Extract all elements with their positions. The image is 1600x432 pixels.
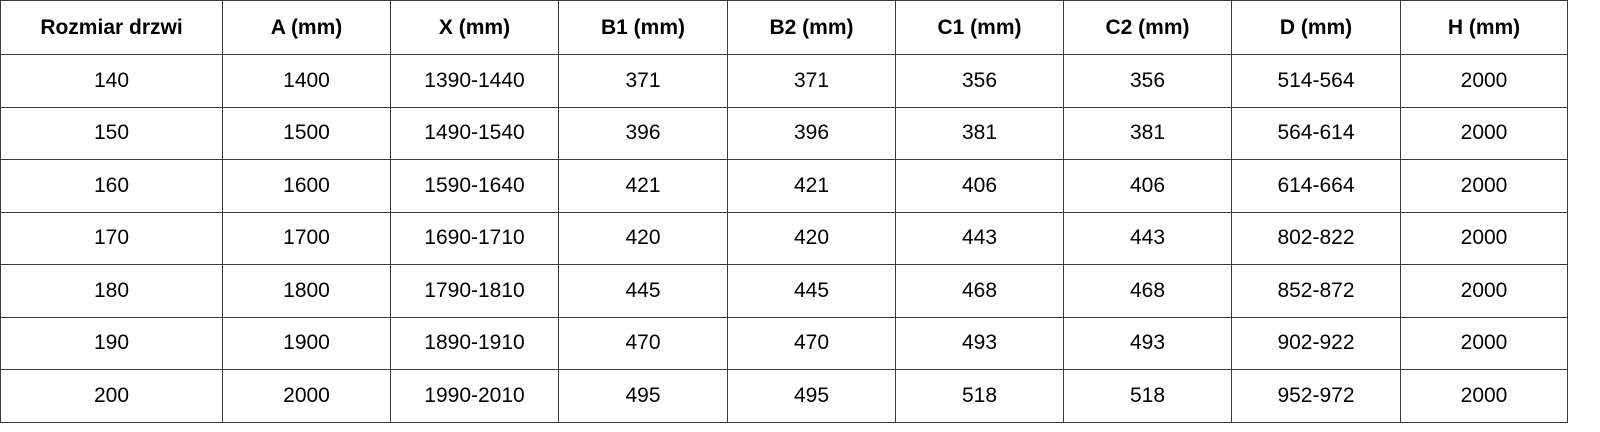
- table-cell: 2000: [222, 369, 391, 423]
- table-cell: 396: [727, 106, 896, 160]
- table-cell: 190: [0, 316, 223, 370]
- table-cell: 356: [1063, 54, 1232, 108]
- table-cell: 1900: [222, 316, 391, 370]
- table-row: 160 1600 1590-1640 421 421 406 406 614-664 2000: [0, 159, 1568, 213]
- table-cell: 2000: [1400, 264, 1568, 318]
- table-cell: 1590-1640: [390, 159, 559, 213]
- table-cell: 1700: [222, 211, 391, 265]
- table-cell: 802-822: [1231, 211, 1401, 265]
- table-cell: 421: [727, 159, 896, 213]
- table-cell: 1990-2010: [390, 369, 559, 423]
- column-header: C2 (mm): [1063, 0, 1232, 55]
- column-header: C1 (mm): [895, 0, 1064, 55]
- table-cell: 614-664: [1231, 159, 1401, 213]
- table-cell: 470: [558, 316, 728, 370]
- table-cell: 952-972: [1231, 369, 1401, 423]
- table-cell: 150: [0, 106, 223, 160]
- table-cell: 1790-1810: [390, 264, 559, 318]
- table-cell: 468: [895, 264, 1064, 318]
- table-cell: 170: [0, 211, 223, 265]
- table-cell: 406: [1063, 159, 1232, 213]
- table-row: 170 1700 1690-1710 420 420 443 443 802-822 2000: [0, 211, 1568, 265]
- table-cell: 518: [1063, 369, 1232, 423]
- table-row: 140 1400 1390-1440 371 371 356 356 514-564 2000: [0, 54, 1568, 108]
- table-cell: 371: [727, 54, 896, 108]
- table-cell: 443: [1063, 211, 1232, 265]
- table-cell: 396: [558, 106, 728, 160]
- table-cell: 468: [1063, 264, 1232, 318]
- table-cell: 200: [0, 369, 223, 423]
- table-cell: 445: [727, 264, 896, 318]
- column-header: D (mm): [1231, 0, 1401, 55]
- table-cell: 493: [1063, 316, 1232, 370]
- table-cell: 2000: [1400, 211, 1568, 265]
- table-cell: 1500: [222, 106, 391, 160]
- table-row: 150 1500 1490-1540 396 396 381 381 564-614 2000: [0, 106, 1568, 160]
- table-cell: 902-922: [1231, 316, 1401, 370]
- table-cell: 1690-1710: [390, 211, 559, 265]
- table-cell: 420: [727, 211, 896, 265]
- table-cell: 381: [1063, 106, 1232, 160]
- table-cell: 421: [558, 159, 728, 213]
- table-cell: 1600: [222, 159, 391, 213]
- column-header: X (mm): [390, 0, 559, 55]
- table-cell: 443: [895, 211, 1064, 265]
- table-cell: 2000: [1400, 54, 1568, 108]
- table-cell: 852-872: [1231, 264, 1401, 318]
- table-row: 200 2000 1990-2010 495 495 518 518 952-972 2000: [0, 369, 1568, 423]
- table-cell: 2000: [1400, 369, 1568, 423]
- table-row: 190 1900 1890-1910 470 470 493 493 902-922 2000: [0, 316, 1568, 370]
- table-cell: 1490-1540: [390, 106, 559, 160]
- table-cell: 518: [895, 369, 1064, 423]
- table-cell: 1890-1910: [390, 316, 559, 370]
- table-cell: 564-614: [1231, 106, 1401, 160]
- table-cell: 2000: [1400, 316, 1568, 370]
- table-cell: 514-564: [1231, 54, 1401, 108]
- header-row: Rozmiar drzwi A (mm) X (mm) B1 (mm) B2 (mm) C…: [0, 0, 1568, 55]
- table-cell: 1390-1440: [390, 54, 559, 108]
- table-cell: 140: [0, 54, 223, 108]
- table-cell: 1400: [222, 54, 391, 108]
- column-header: Rozmiar drzwi: [0, 0, 223, 55]
- table-cell: 2000: [1400, 159, 1568, 213]
- table-cell: 493: [895, 316, 1064, 370]
- table-cell: 495: [558, 369, 728, 423]
- table-cell: 180: [0, 264, 223, 318]
- column-header: B1 (mm): [558, 0, 728, 55]
- table-cell: 356: [895, 54, 1064, 108]
- column-header: A (mm): [222, 0, 391, 55]
- column-header: H (mm): [1400, 0, 1568, 55]
- table-cell: 160: [0, 159, 223, 213]
- table-cell: 495: [727, 369, 896, 423]
- table-cell: 445: [558, 264, 728, 318]
- table-cell: 420: [558, 211, 728, 265]
- table-cell: 406: [895, 159, 1064, 213]
- column-header: B2 (mm): [727, 0, 896, 55]
- table-cell: 381: [895, 106, 1064, 160]
- table-cell: 2000: [1400, 106, 1568, 160]
- table-cell: 470: [727, 316, 896, 370]
- table-row: 180 1800 1790-1810 445 445 468 468 852-872 2000: [0, 264, 1568, 318]
- table-cell: 1800: [222, 264, 391, 318]
- table-cell: 371: [558, 54, 728, 108]
- dimensions-table: Rozmiar drzwi A (mm) X (mm) B1 (mm) B2 (mm) C…: [0, 0, 1568, 423]
